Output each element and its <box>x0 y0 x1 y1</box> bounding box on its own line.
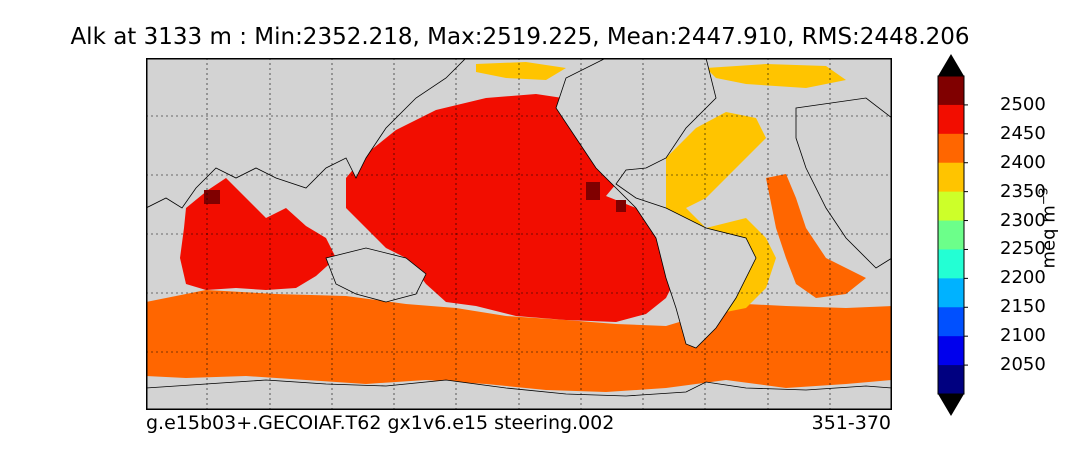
colorbar-segment <box>938 220 964 250</box>
colorbar-tick-label: 2050 <box>1000 354 1046 376</box>
colorbar-segment <box>938 162 964 193</box>
colorbar-tick-label: 2250 <box>1000 238 1046 260</box>
colorbar-tick-label: 2100 <box>1000 325 1046 347</box>
colorbar-unit-label: meq m−3 <box>1037 188 1060 269</box>
arctic-region <box>706 64 846 88</box>
caribbean-patch <box>616 200 626 212</box>
colorbar-tick-label: 2500 <box>1000 93 1046 115</box>
americas-landmass <box>555 58 757 349</box>
africa-landmass <box>795 97 892 269</box>
colorbar-extend-max <box>938 54 964 76</box>
colorbar-segment <box>938 307 964 337</box>
colorbar-tick-label: 2350 <box>1000 180 1046 202</box>
run-caption: g.e15b03+.GECOIAF.T62 gx1v6.e15 steering… <box>146 412 615 434</box>
colorbar-segment <box>938 365 964 395</box>
colorbar-segment <box>938 133 964 164</box>
colorbar-unit-base: meq m <box>1038 205 1060 269</box>
asia-africa-landmass <box>146 58 467 209</box>
alkalinity-map <box>146 58 892 410</box>
colorbar-unit-exponent: −3 <box>1036 187 1051 206</box>
colorbar-segment <box>938 249 964 279</box>
map-title: Alk at 3133 m : Min:2352.218, Max:2519.2… <box>70 24 970 50</box>
arabian-sea-patch <box>204 190 220 204</box>
years-caption: 351-370 <box>811 412 891 434</box>
australia-landmass <box>325 247 427 303</box>
colorbar-tick-label: 2450 <box>1000 122 1046 144</box>
panama-basin-patch <box>586 182 600 200</box>
map-gridlines <box>146 58 892 410</box>
arctic-region <box>476 62 566 80</box>
colorbar <box>937 54 968 416</box>
colorbar-frame <box>937 75 965 395</box>
colorbar-segment <box>938 278 964 308</box>
colorbar-segment <box>938 76 964 106</box>
colorbar-extend-min <box>938 394 964 416</box>
colorbar-tick-label: 2200 <box>1000 267 1046 289</box>
colorbar-tick-label: 2300 <box>1000 209 1046 231</box>
colorbar-tick-label: 2150 <box>1000 296 1046 318</box>
colorbar-tick-label: 2400 <box>1000 151 1046 173</box>
colorbar-segment <box>938 104 964 135</box>
colorbar-segment <box>938 191 964 222</box>
east-atlantic-region <box>766 174 866 298</box>
map-frame <box>146 58 892 410</box>
colorbar-segment <box>938 336 964 366</box>
